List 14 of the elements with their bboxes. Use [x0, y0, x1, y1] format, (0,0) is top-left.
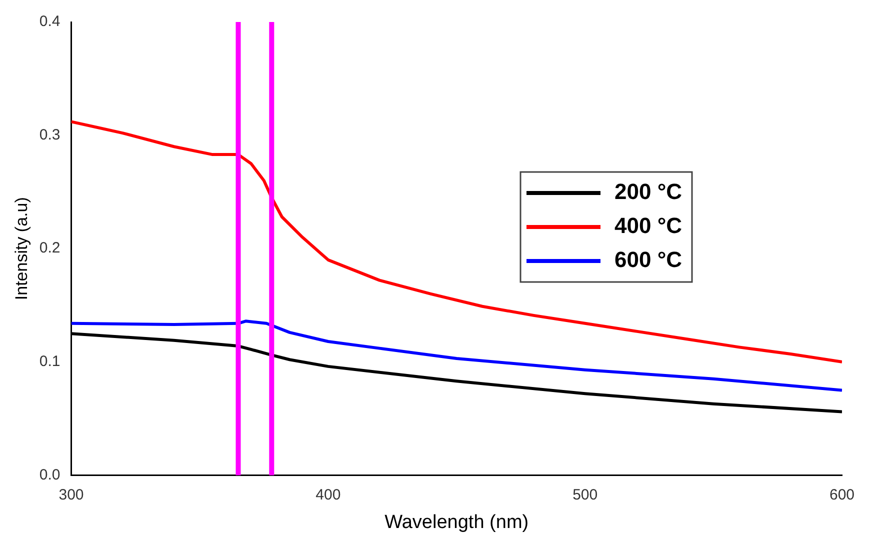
y-tick-label: 0.2	[39, 240, 60, 257]
y-tick-label: 0.3	[39, 126, 60, 144]
x-tick-label: 500	[572, 486, 598, 504]
y-tick-label: 0.1	[39, 353, 60, 370]
legend-label: 600 °C	[614, 247, 682, 272]
x-tick-label: 300	[58, 486, 84, 504]
x-tick-label: 400	[316, 486, 341, 504]
y-axis-title: Intensity (a.u)	[12, 197, 31, 300]
legend-label: 400 °C	[614, 213, 682, 238]
x-axis-title: Wavelength (nm)	[384, 512, 529, 533]
y-tick-label: 0.4	[39, 13, 60, 30]
legend-label: 200 °C	[614, 179, 682, 204]
x-tick-label: 600	[829, 486, 855, 504]
y-tick-label: 0.0	[39, 466, 60, 484]
